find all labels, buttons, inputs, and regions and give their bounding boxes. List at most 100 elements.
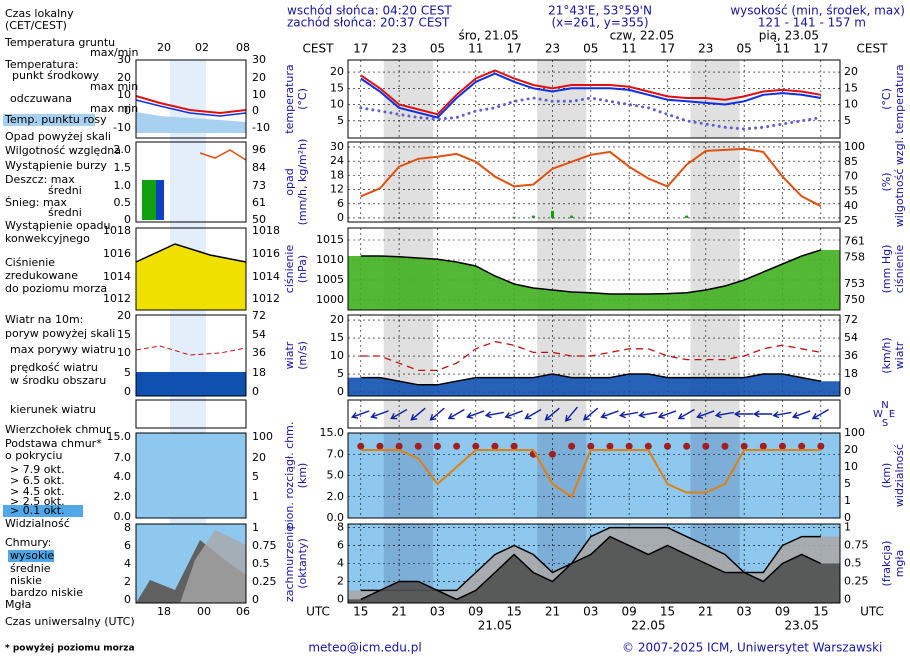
compass-letter: W [873,409,883,420]
legend-label: Podstawa chmur* [5,437,102,450]
wind-arrow [714,411,734,419]
arrow-head [772,411,780,419]
y2-axis-title: (frakcja) [880,541,893,587]
arrow-head [618,411,626,419]
legend-label: max min [90,102,138,115]
panel [347,141,841,223]
series-line [359,96,823,131]
arrow-head [524,413,532,420]
wind-arrow [696,410,715,419]
y-tick-label: 1010 [316,253,344,266]
mini-tick-label: 72 [252,309,266,322]
mini-tick-label: 6 [124,539,131,552]
arrow-shaft [773,411,792,417]
y-tick-label: 1000 [316,293,344,306]
utc-tick-label: 21 [698,605,713,619]
arrow-shaft [485,411,504,417]
mini-tick-label: 18 [157,605,171,618]
y2-tick-label: 0.75 [844,539,869,552]
wind-arrow [677,408,695,420]
arrow-head [429,414,437,421]
night-band [537,400,587,428]
legend-label: > 7.9 okt. [10,463,65,476]
compass-letter: N [881,400,888,411]
arrow-shaft [697,410,715,418]
y2-tick-label: 5 [844,114,851,127]
legend-box [3,114,95,126]
cest-tick-label: 05 [583,42,598,56]
mini-tick-label: 0 [124,104,131,117]
email: meteo@icm.edu.pl [308,641,421,655]
mini-tick-label: 20 [117,71,131,84]
utc-tick-label: 09 [775,605,790,619]
legend-label: Chmury: [5,536,51,549]
y2-tick-label: 5 [844,477,851,490]
wind-arrow [484,411,504,419]
mini-tick-label: 1018 [252,224,280,237]
y2-tick-label: 100 [844,426,865,439]
y2-tick-label: 10 [844,98,858,111]
y-tick-label: 30 [330,140,344,153]
wind-arrow [447,408,465,420]
night-band [690,400,740,428]
arrow-head [582,414,590,421]
y2-axis-title: temperatura [893,64,906,133]
legend-label: Czas uniwersalny (UTC) [5,615,135,628]
legend-label: Czas lokalny [5,7,74,20]
y2-tick-label: 0 [844,385,851,398]
mini-tick-label: 1016 [252,247,280,260]
legend-label: średnie [10,562,51,575]
legend-label: zredukowane [5,269,78,282]
cest-tick-label: 11 [622,42,637,56]
y2-tick-label: 55 [844,184,858,197]
panel-bg [348,142,840,222]
wind-arrow [811,408,829,420]
arrow-head [370,412,378,419]
series-line [360,373,821,386]
panel-border [347,59,841,139]
y2-tick-label: 0.25 [844,574,869,587]
utc-tick-label: 15 [353,605,368,619]
cest-tick-label: 05 [737,42,752,56]
legend-label: średni [48,184,82,197]
mini-tick-label: 02 [195,41,209,54]
arrow-shaft [639,411,658,417]
night-band [537,60,587,138]
y2-axis-title: (km/h) [880,337,893,373]
mini-tick-label: 20 [117,309,131,322]
dot [376,442,384,450]
y-tick-label: 0 [337,385,344,398]
panel [347,314,841,397]
mini-tick-label: 4 [124,557,131,570]
mini-tick-label: 4.0 [114,470,132,483]
night-band [690,142,740,222]
cest-tick-label: 23 [391,42,406,56]
mini-tick-label: 15.0 [107,430,132,443]
wind-arrow [600,410,619,419]
dot [357,442,365,450]
y-tick-label: 10 [330,349,344,362]
panel [347,227,841,311]
y-tick-label: 5 [337,367,344,380]
mini-tick-label: 1 [252,521,259,534]
dot [453,442,461,450]
mini-tick-label: 7.0 [114,451,132,464]
legend-label: niskie [10,574,42,587]
arrow-shaft [620,411,639,417]
y-tick-label: 4 [337,557,344,570]
dot [472,442,480,450]
wind-arrow [524,408,542,420]
arrow-shaft [525,408,542,420]
mini-tick-label: 96 [252,143,266,156]
mini-tick-label: 10 [117,88,131,101]
mini-tick-label: 2 [124,575,131,588]
legend-label: Wystąpienie opadu [5,219,110,232]
y2-tick-label: 761 [844,234,865,247]
series-line [360,72,821,119]
arrow-head [696,412,704,419]
legend-label: o pokryciu [5,449,62,462]
mini-tick-label: 10 [117,346,131,359]
y-tick-label: 1015 [316,233,344,246]
series-line [360,147,822,208]
